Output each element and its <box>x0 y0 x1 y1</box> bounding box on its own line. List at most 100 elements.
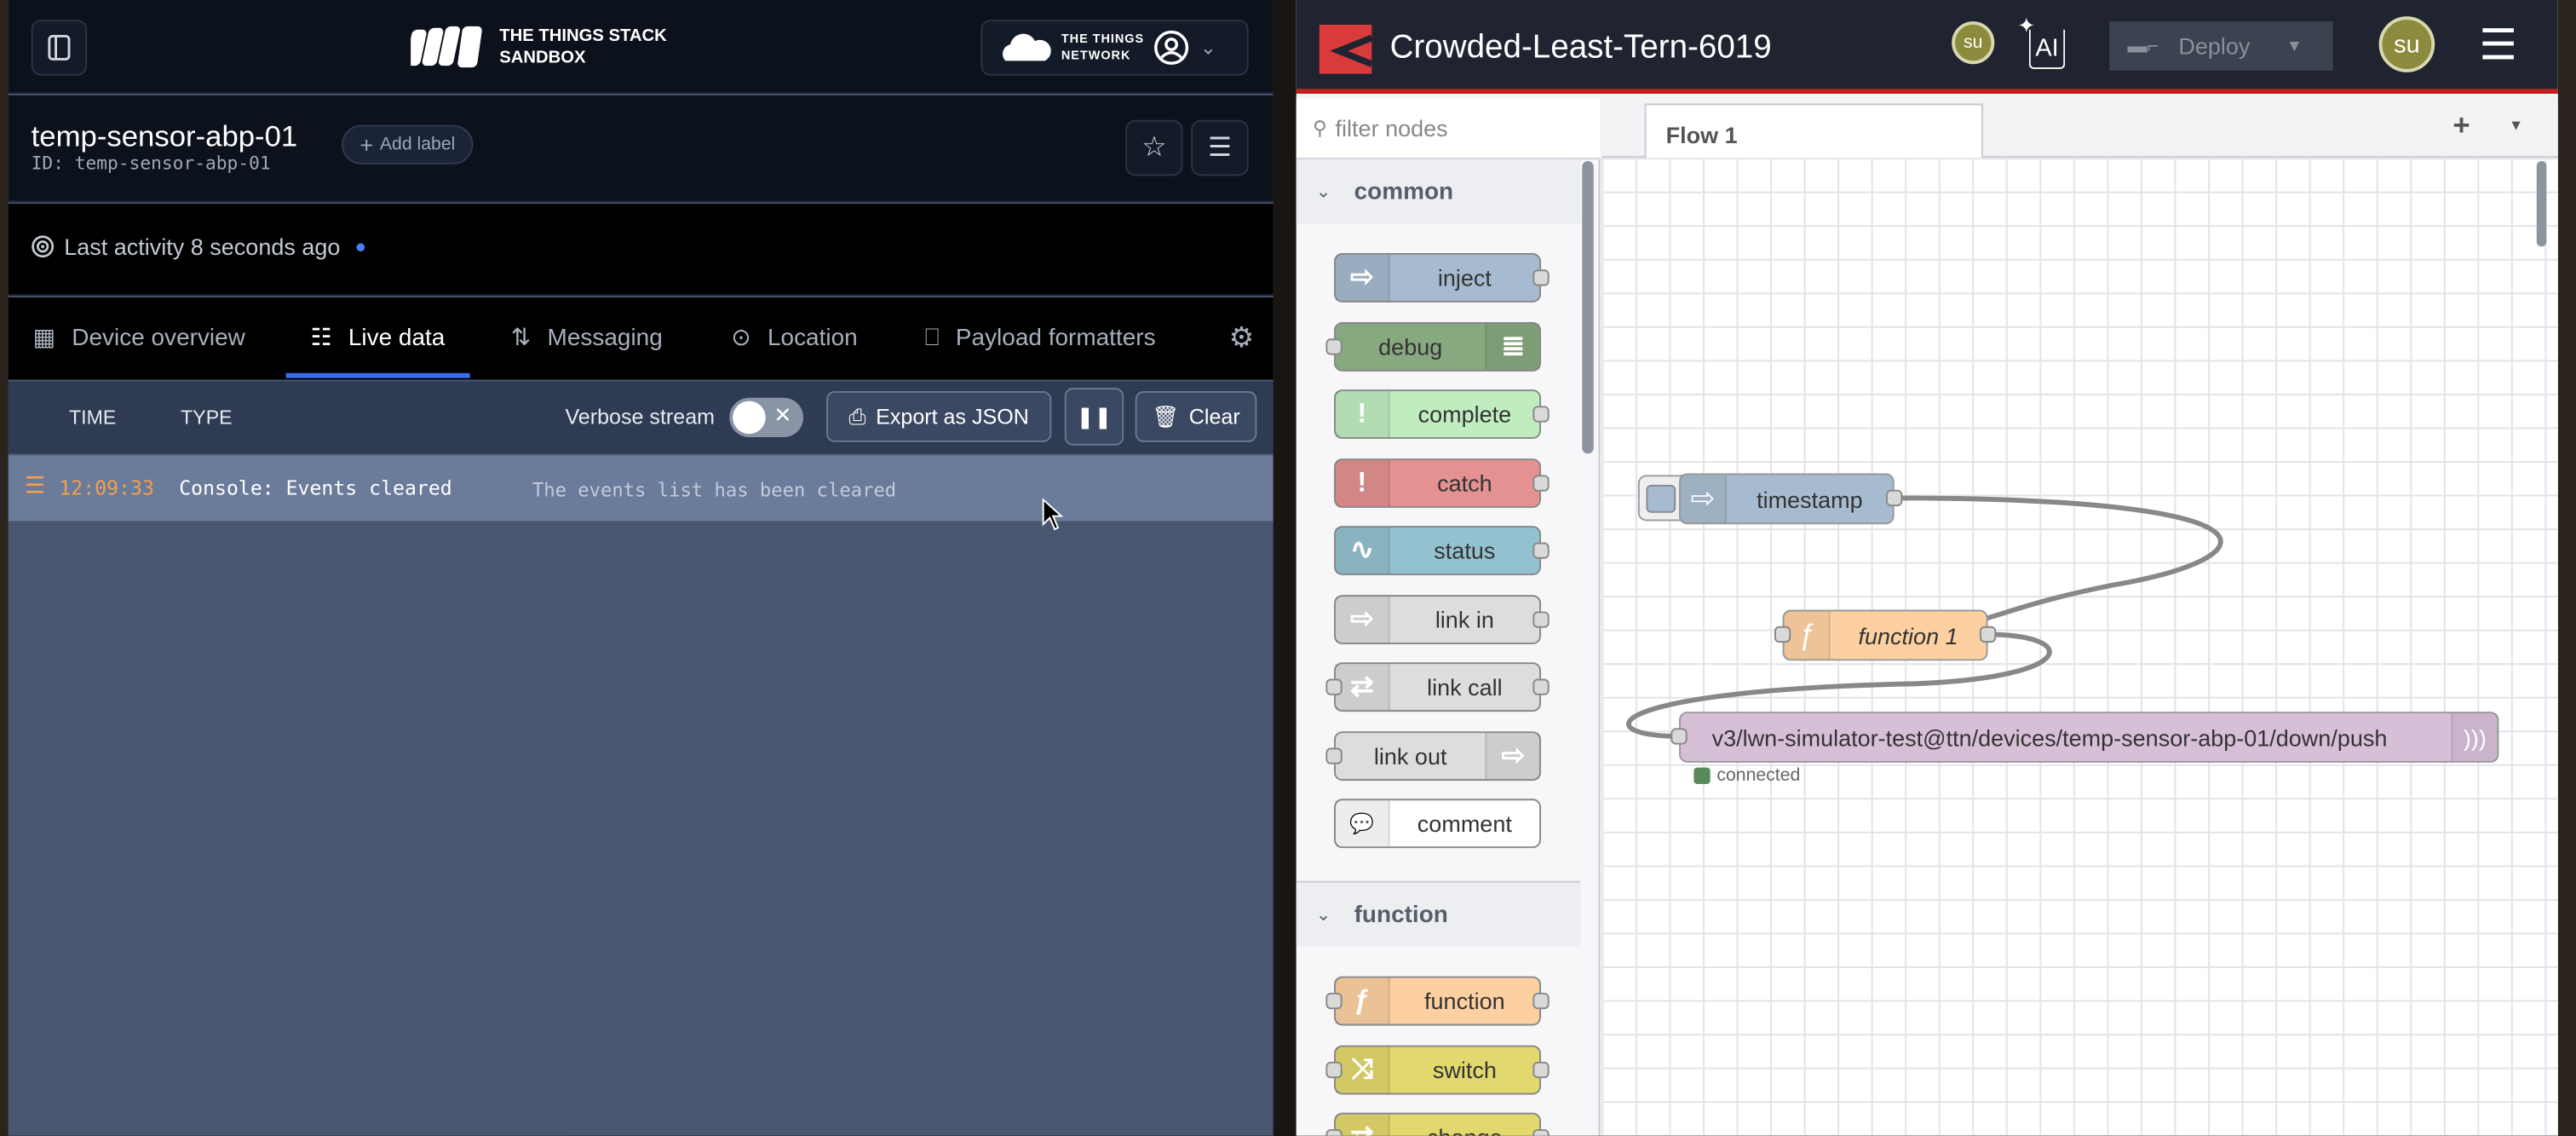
tab-device-overview[interactable]: ▦ Device overview <box>33 297 245 379</box>
link-in-icon: ⇨ <box>1335 596 1390 643</box>
palette-node-label: debug <box>1378 332 1443 360</box>
palette-node-link-call[interactable]: ⇄ link call <box>1325 662 1550 712</box>
palette-node-switch[interactable]: ⤨ switch <box>1325 1044 1550 1094</box>
network-logo-line-2: NETWORK <box>1061 47 1131 63</box>
flow-tabs: Flow 1 + ▼ <box>1601 98 2558 160</box>
palette-node-link-in[interactable]: ⇨ link in <box>1334 594 1550 644</box>
node-red-logo <box>1319 24 1372 74</box>
output-port <box>1532 269 1550 286</box>
output-port[interactable] <box>1886 489 1903 507</box>
download-file-icon: ⎙ <box>848 403 866 429</box>
input-port[interactable] <box>1670 728 1688 745</box>
settings-button[interactable]: ⚙ <box>1229 297 1254 379</box>
event-row[interactable]: ☰ 12:09:33 Console: Events cleared The e… <box>8 455 1274 522</box>
category-function[interactable]: ⌄ function <box>1296 882 1581 947</box>
signal-icon <box>32 235 55 258</box>
palette-node-comment[interactable]: 💬 comment <box>1334 799 1542 849</box>
node-red-window: Crowded-Least-Tern-6019 su ✦ AI ▬⌐ Deplo… <box>1296 0 2558 1136</box>
node-red-header: Crowded-Least-Tern-6019 su ✦ AI ▬⌐ Deplo… <box>1296 0 2558 94</box>
event-type: Console: Events cleared <box>179 476 452 500</box>
category-label: function <box>1354 901 1448 928</box>
palette-node-label: link in <box>1435 605 1494 632</box>
activity-bar: Last activity 8 seconds ago <box>8 204 1274 297</box>
link-call-icon: ⇄ <box>1335 664 1390 711</box>
ai-assistant-button[interactable]: ✦ AI <box>2017 13 2073 72</box>
star-icon: ☆ <box>1141 131 1167 163</box>
last-activity-text: Last activity 8 seconds ago <box>64 233 341 260</box>
wire-function-to-mqtt <box>1625 631 2052 739</box>
tab-messaging[interactable]: ⇅ Messaging <box>511 297 663 379</box>
flow-list-button[interactable]: ▼ <box>2509 117 2523 133</box>
user-avatar[interactable]: su <box>2378 16 2435 72</box>
status-text: connected <box>1716 765 1801 786</box>
flow-wires <box>1625 495 2223 739</box>
plus-icon: + <box>2452 108 2470 141</box>
deploy-button[interactable]: ▬⌐ Deploy ▼ <box>2109 21 2333 71</box>
debug-icon: ≣ <box>1485 322 1540 369</box>
node-status: connected <box>1693 766 1800 786</box>
palette-node-catch[interactable]: ! catch <box>1334 458 1550 507</box>
export-json-button[interactable]: ⎙ Export as JSON <box>826 391 1052 442</box>
output-port <box>1532 1128 1550 1136</box>
palette-node-link-out[interactable]: link out ⇨ <box>1325 730 1542 781</box>
input-port <box>1325 337 1343 355</box>
function-icon: ƒ <box>1335 977 1390 1024</box>
category-common[interactable]: ⌄ common <box>1296 159 1581 224</box>
palette-node-change[interactable]: ⇄change <box>1325 1112 1550 1136</box>
palette-node-label: catch <box>1437 469 1492 496</box>
tab-live-data[interactable]: ☷ Live data <box>285 297 469 379</box>
device-menu-button[interactable]: ☰ <box>1191 119 1249 176</box>
verbose-stream-toggle[interactable]: ✕ <box>729 397 804 438</box>
user-icon <box>1154 30 1189 65</box>
flow-node-function-1[interactable]: ƒ function 1 <box>1774 609 1997 661</box>
tts-sandbox-logo[interactable]: THE THINGS STACK SANDBOX <box>411 23 667 72</box>
canvas-scrollbar[interactable] <box>2536 161 2547 247</box>
tab-location[interactable]: ⊙ Location <box>731 297 857 379</box>
user-avatar-small[interactable]: su <box>1952 21 1995 65</box>
hamburger-icon: ☰ <box>2479 20 2518 70</box>
output-port[interactable] <box>1979 626 1997 643</box>
node-palette: ⚲ filter nodes ⌄ common ⇨ inject debug ≣ ! com… <box>1296 98 1601 1136</box>
palette-node-label: change <box>1390 1124 1540 1136</box>
palette-scrollbar[interactable] <box>1582 161 1594 454</box>
palette-node-inject[interactable]: ⇨ inject <box>1334 253 1550 303</box>
verbose-stream-label: Verbose stream <box>565 404 716 430</box>
status-dot-icon <box>1693 767 1711 784</box>
tab-flow-1[interactable]: Flow 1 <box>1644 103 1983 160</box>
pause-button[interactable]: ❚❚ <box>1064 388 1124 446</box>
sidebar-toggle-button[interactable] <box>31 20 88 76</box>
deploy-icon: ▬⌐ <box>2127 34 2159 58</box>
function-icon: ƒ <box>1784 611 1831 660</box>
flow-canvas[interactable] <box>1601 158 2558 1136</box>
palette-node-complete[interactable]: ! complete <box>1334 389 1550 439</box>
ttn-header: THE THINGS STACK SANDBOX THE THINGS NETW… <box>8 0 1274 94</box>
inject-icon: ⇨ <box>1335 254 1390 301</box>
tab-payload-formatters[interactable]: ⎕ Payload formatters <box>925 297 1156 379</box>
favorite-button[interactable]: ☆ <box>1125 119 1183 176</box>
input-port <box>1325 1128 1343 1136</box>
code-file-icon: ⎕ <box>924 325 940 352</box>
event-description: The events list has been cleared <box>532 478 897 502</box>
account-menu-button[interactable]: THE THINGS NETWORK ⌄ <box>980 20 1249 76</box>
pin-icon: ⊙ <box>731 325 751 352</box>
add-flow-button[interactable]: + <box>2452 108 2470 143</box>
flow-node-timestamp[interactable]: ⇨ timestamp <box>1679 473 1903 525</box>
input-port[interactable] <box>1774 626 1791 643</box>
flow-node-mqtt-out[interactable]: v3/lwn-simulator-test@ttn/devices/temp-s… <box>1670 712 2499 763</box>
chevron-down-icon: ⌄ <box>1315 905 1331 926</box>
palette-node-status[interactable]: ∿ status <box>1334 526 1550 576</box>
clear-button[interactable]: 🗑 Clear <box>1135 391 1257 442</box>
main-menu-button[interactable]: ☰ <box>2479 21 2517 67</box>
add-label-button[interactable]: + Add label <box>342 124 474 164</box>
catch-icon: ! <box>1335 459 1390 506</box>
palette-node-function[interactable]: ƒ function <box>1325 976 1550 1026</box>
workspace: Flow 1 + ▼ ⇨ timestamp ƒ function 1 v3/lwn… <box>1601 98 2558 1136</box>
device-title: temp-sensor-abp-01 <box>31 119 298 153</box>
clear-label: Clear <box>1188 404 1240 430</box>
output-port <box>1532 610 1550 627</box>
filter-nodes-input[interactable]: ⚲ filter nodes <box>1296 98 1601 160</box>
palette-node-debug[interactable]: debug ≣ <box>1325 321 1542 371</box>
pause-icon: ❚❚ <box>1076 403 1113 429</box>
palette-node-label: link out <box>1373 741 1447 769</box>
node-label: timestamp <box>1757 485 1863 512</box>
